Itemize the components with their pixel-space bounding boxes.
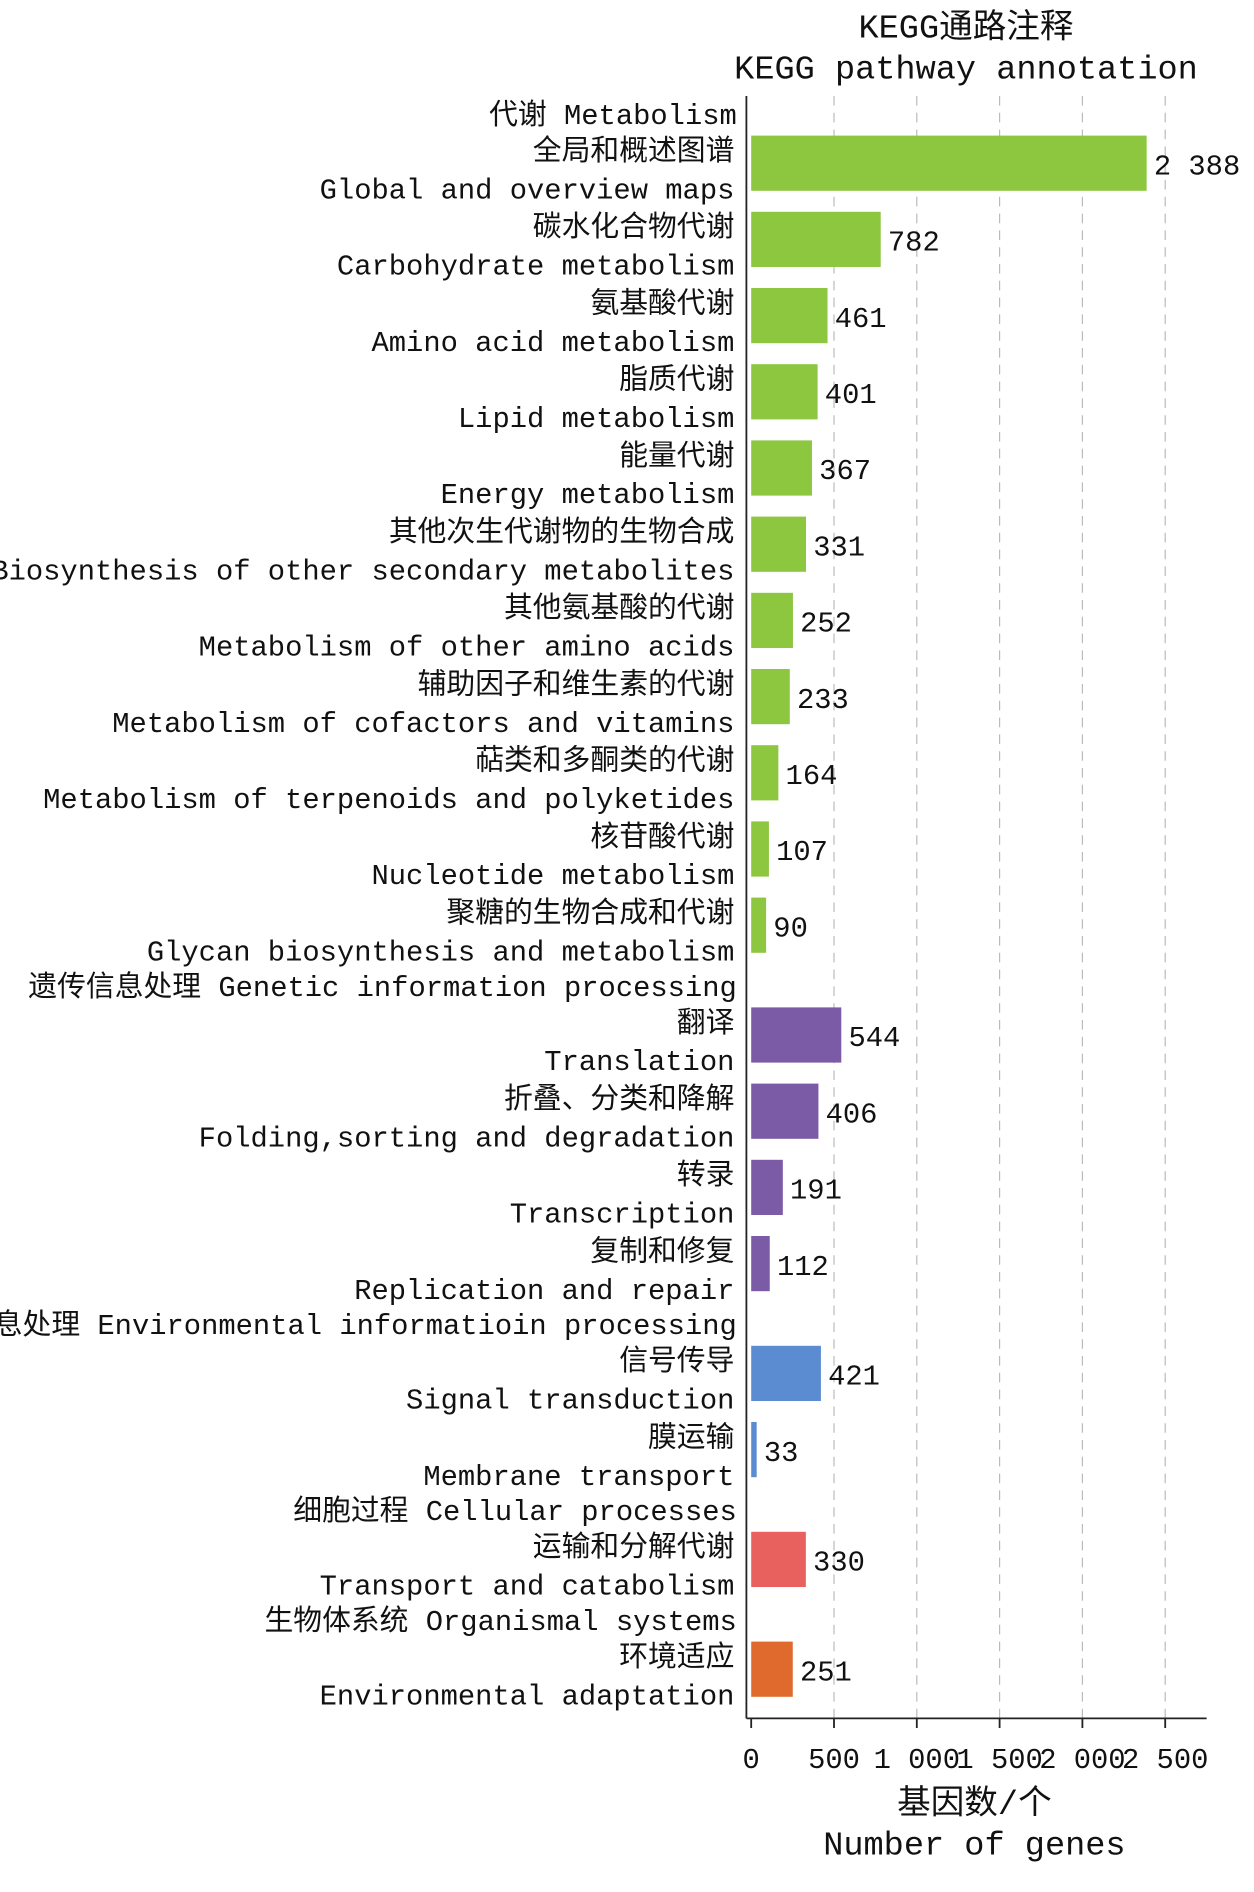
category-label-en: Nucleotide metabolism [371, 860, 734, 893]
value-label: 251 [800, 1656, 852, 1689]
x-tick-label: 1 500 [956, 1744, 1042, 1777]
category-label-en: Folding,sorting and degradation [199, 1122, 735, 1155]
value-label: 107 [776, 836, 828, 869]
category-label-en: Metabolism of terpenoids and polyketides [43, 784, 734, 817]
bar [751, 288, 828, 344]
value-label: 191 [790, 1175, 842, 1208]
bar [751, 516, 807, 572]
value-label: 233 [797, 684, 849, 717]
category-label-cn: 辅助因子和维生素的代谢 [418, 668, 735, 702]
value-label: 112 [777, 1251, 829, 1284]
category-label-cn: 复制和修复 [590, 1235, 734, 1269]
bar [751, 364, 818, 420]
category-label-cn: 全局和概述图谱 [533, 135, 735, 169]
category-label-cn: 碳水化合物代谢 [533, 211, 735, 245]
value-label: 164 [786, 760, 838, 793]
value-label: 421 [828, 1361, 880, 1394]
category-label-en: Amino acid metabolism [371, 327, 734, 360]
category-label-cn: 转录 [677, 1159, 735, 1193]
x-tick-label: 0 [743, 1744, 760, 1777]
chart-subtitle: KEGG pathway annotation [734, 51, 1198, 89]
bar [751, 745, 779, 801]
category-label-en: Biosynthesis of other secondary metaboli… [0, 555, 734, 588]
x-tick-label: 2 500 [1122, 1744, 1208, 1777]
category-label-en: Global and overview maps [320, 174, 735, 207]
bar [751, 1641, 793, 1697]
category-label-cn: 聚糖的生物合成和代谢 [446, 897, 734, 931]
value-label: 461 [835, 303, 887, 336]
bar [751, 897, 767, 953]
bar [751, 1531, 806, 1588]
category-label-en: Transport and catabolism [320, 1571, 735, 1604]
category-label-en: Signal transduction [406, 1385, 734, 1418]
category-label-cn: 翻译 [677, 1008, 735, 1041]
value-label: 90 [773, 912, 808, 945]
value-label: 401 [825, 379, 877, 412]
x-tick-label: 500 [808, 1744, 860, 1777]
category-label-en: Metabolism of other amino acids [199, 632, 735, 665]
x-tick-label: 1 000 [874, 1744, 960, 1777]
bar [751, 1345, 821, 1401]
value-label: 367 [819, 455, 871, 488]
category-label-cn: 信号传导 [619, 1345, 734, 1379]
value-label: 252 [800, 608, 852, 641]
category-label-en: Environmental adaptation [320, 1680, 735, 1713]
category-label-cn: 其他次生代谢物的生物合成 [389, 516, 735, 550]
category-label-en: Metabolism of cofactors and vitamins [112, 708, 734, 741]
x-axis-label: Number of genes [823, 1827, 1125, 1865]
value-label: 330 [813, 1547, 865, 1580]
x-tick-label: 2 000 [1039, 1744, 1125, 1777]
value-label: 782 [888, 227, 940, 260]
value-label: 331 [813, 531, 865, 564]
bar [751, 1236, 770, 1292]
plot: KEGG通路注释 KEGG pathway annotation 基因数/个 N… [0, 8, 1240, 1866]
bar [751, 135, 1147, 191]
category-label-en: Translation [544, 1046, 734, 1079]
category-label-cn: 运输和分解代谢 [533, 1531, 735, 1565]
bar [751, 821, 769, 877]
bar [751, 1159, 783, 1215]
group-label: 细胞过程 Cellular processes [293, 1495, 737, 1529]
category-label-cn: 环境适应 [619, 1641, 734, 1675]
bar [751, 440, 812, 496]
category-label-cn: 其他氨基酸的代谢 [504, 592, 734, 626]
group-label: 生物体系统 Organismal systems [264, 1605, 736, 1639]
category-label-en: Carbohydrate metabolism [337, 251, 734, 284]
category-label-cn: 氨基酸代谢 [590, 287, 734, 321]
category-label-cn: 折叠、分类和降解 [504, 1083, 734, 1117]
bar [751, 1083, 819, 1139]
bar [751, 592, 793, 648]
chart-title: KEGG通路注释 [858, 8, 1073, 49]
category-label-cn: 核苷酸代谢 [590, 821, 734, 855]
category-label-cn: 膜运输 [648, 1421, 735, 1455]
value-label: 406 [826, 1098, 878, 1131]
x-axis-label: 基因数/个 [897, 1784, 1052, 1825]
value-label: 544 [848, 1022, 900, 1055]
category-label-en: Lipid metabolism [458, 403, 735, 436]
category-label-cn: 能量代谢 [619, 440, 734, 474]
value-label: 33 [764, 1437, 799, 1470]
category-label-en: Glycan biosynthesis and metabolism [147, 936, 735, 969]
bar [751, 1422, 757, 1478]
group-label: 环境信息处理 Environmental informatioin proces… [0, 1309, 737, 1343]
category-label-cn: 脂质代谢 [619, 364, 734, 398]
category-label-cn: 萜类和多酮类的代谢 [475, 745, 734, 779]
category-label-en: Transcription [510, 1199, 735, 1232]
group-label: 遗传信息处理 Genetic information processing [28, 971, 737, 1005]
value-label: 2 388 [1154, 150, 1240, 183]
category-label-en: Replication and repair [354, 1275, 734, 1308]
category-label-en: Membrane transport [423, 1461, 734, 1494]
bar [751, 211, 881, 267]
category-label-en: Energy metabolism [441, 479, 735, 512]
bar [751, 669, 790, 725]
bar [751, 1007, 842, 1063]
group-label: 代谢 Metabolism [489, 99, 737, 133]
